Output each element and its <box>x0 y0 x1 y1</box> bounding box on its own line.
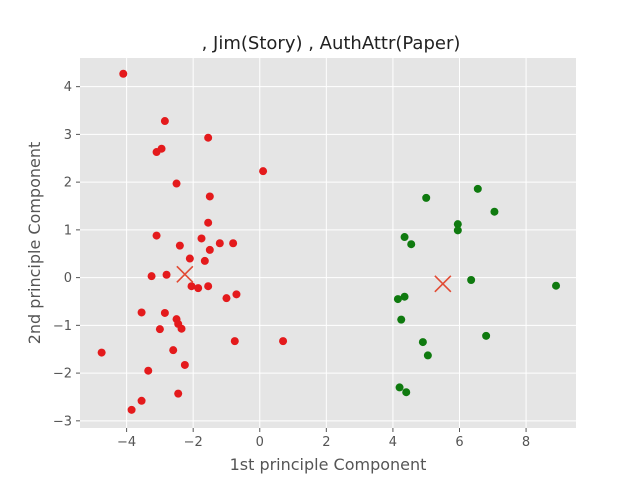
data-point-cluster-2 <box>552 281 561 290</box>
data-point-cluster-1 <box>147 272 156 281</box>
data-point-cluster-2 <box>453 220 462 229</box>
data-point-cluster-1 <box>119 69 128 78</box>
centroid-markers <box>176 265 452 293</box>
data-point-cluster-1 <box>222 294 231 303</box>
data-point-cluster-2 <box>473 184 482 193</box>
data-point-cluster-1 <box>177 324 186 333</box>
data-point-cluster-1 <box>155 325 164 334</box>
data-point-cluster-1 <box>215 239 224 248</box>
y-tick-label: 1 <box>64 223 72 238</box>
data-point-cluster-2 <box>490 207 499 216</box>
data-point-cluster-1 <box>259 167 268 176</box>
data-point-cluster-1 <box>279 337 288 346</box>
centroid-marker-1 <box>176 265 194 283</box>
data-point-cluster-2 <box>453 226 462 235</box>
axis-ticks: −4 −2 0 2 4 6 8 −3 −2 −1 0 1 2 3 4 <box>53 80 530 450</box>
data-point-cluster-1 <box>127 405 136 414</box>
y-tick-label: 0 <box>64 271 72 286</box>
data-points <box>97 69 561 414</box>
y-tick-label: 3 <box>64 128 72 143</box>
data-point-cluster-1 <box>205 245 214 254</box>
data-point-cluster-1 <box>194 284 203 293</box>
data-point-cluster-1 <box>197 234 206 243</box>
data-point-cluster-1 <box>152 231 161 240</box>
data-point-cluster-2 <box>482 331 491 340</box>
data-point-cluster-1 <box>137 396 146 405</box>
data-point-cluster-2 <box>402 388 411 397</box>
plot-area <box>80 58 576 428</box>
grid-lines <box>80 58 576 428</box>
y-axis-label: 2nd principle Component <box>25 142 44 345</box>
data-point-cluster-1 <box>180 360 189 369</box>
data-point-cluster-1 <box>185 254 194 263</box>
data-point-cluster-1 <box>144 366 153 375</box>
data-point-cluster-1 <box>187 282 196 291</box>
data-point-cluster-2 <box>423 351 432 360</box>
y-tick-label: −1 <box>53 319 72 334</box>
data-point-cluster-1 <box>229 239 238 248</box>
data-point-cluster-2 <box>418 338 427 347</box>
data-point-cluster-2 <box>422 193 431 202</box>
data-point-cluster-1 <box>200 256 209 265</box>
x-axis-label: 1st principle Component <box>230 455 427 474</box>
data-point-cluster-1 <box>175 241 184 250</box>
y-tick-label: 2 <box>64 176 72 191</box>
data-point-cluster-2 <box>400 292 409 301</box>
data-point-cluster-1 <box>174 389 183 398</box>
data-point-cluster-1 <box>160 308 169 317</box>
data-point-cluster-1 <box>152 148 161 157</box>
y-tick-label: 4 <box>64 80 72 95</box>
data-point-cluster-2 <box>467 276 476 284</box>
x-tick-label: −4 <box>117 435 136 450</box>
data-point-cluster-1 <box>204 218 213 227</box>
data-point-cluster-1 <box>162 270 171 279</box>
data-point-cluster-1 <box>172 179 181 188</box>
data-point-cluster-2 <box>407 240 416 249</box>
data-point-cluster-2 <box>400 233 409 242</box>
chart-title: , Jim(Story) , AuthAttr(Paper) <box>202 33 461 54</box>
centroid-marker-2 <box>434 275 452 293</box>
x-tick-label: 2 <box>322 435 330 450</box>
data-point-cluster-1 <box>169 346 178 355</box>
data-point-cluster-1 <box>232 290 241 299</box>
data-point-cluster-2 <box>393 295 402 304</box>
x-tick-label: 8 <box>522 435 530 450</box>
data-point-cluster-1 <box>204 133 213 142</box>
data-point-cluster-1 <box>137 308 146 317</box>
x-tick-label: 6 <box>455 435 463 450</box>
y-tick-label: −2 <box>53 367 72 382</box>
data-point-cluster-1 <box>205 192 214 201</box>
x-tick-label: 0 <box>256 435 264 450</box>
data-point-cluster-1 <box>160 117 169 126</box>
x-tick-label: −2 <box>184 435 203 450</box>
data-point-cluster-2 <box>397 315 406 324</box>
data-point-cluster-1 <box>97 348 106 357</box>
x-tick-label: 4 <box>389 435 397 450</box>
y-tick-label: −3 <box>53 414 72 429</box>
data-point-cluster-2 <box>395 383 404 392</box>
data-point-cluster-1 <box>204 282 213 291</box>
data-point-cluster-1 <box>230 337 239 346</box>
